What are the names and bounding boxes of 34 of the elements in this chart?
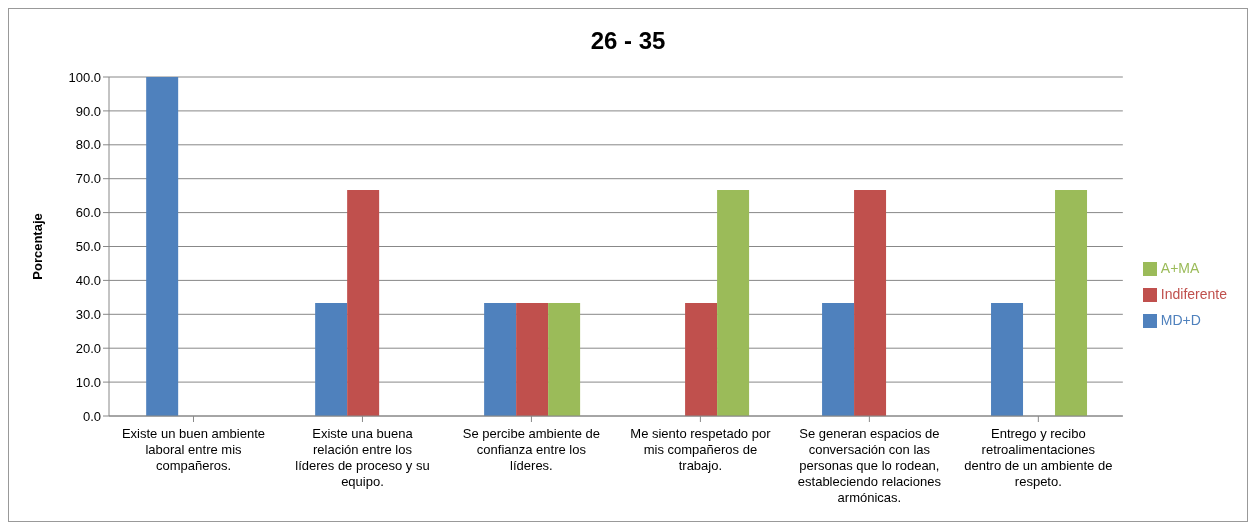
- bar: [347, 189, 380, 416]
- legend-label: Indiferente: [1160, 286, 1227, 302]
- chart-title: 26 - 35: [589, 26, 667, 56]
- y-tick-label: 100.0: [68, 69, 101, 85]
- y-tick-label: 0.0: [82, 408, 101, 424]
- y-tick-label: 90.0: [75, 103, 101, 119]
- bar: [822, 303, 855, 416]
- x-tick-label: Existe una buena relación entre los líderes de proceso y su equipo.: [295, 426, 430, 489]
- bar: [991, 303, 1024, 416]
- y-tick-label: 10.0: [75, 374, 101, 390]
- y-tick-label: 70.0: [75, 171, 101, 187]
- y-tick-label: 40.0: [75, 273, 101, 289]
- x-tick-label: Me siento respetado por mis compañeros de trabajo.: [630, 426, 772, 473]
- y-tick-label: 50.0: [75, 239, 101, 255]
- bar: [854, 189, 887, 416]
- x-tick-label: Se generan espacios de conversación con las personas que lo rodean, estableciendo relaciones armónicas.: [797, 426, 942, 505]
- bar: [315, 303, 348, 416]
- y-tick-label: 60.0: [75, 205, 101, 221]
- y-tick-label: 80.0: [75, 137, 101, 153]
- legend-label: MD+D: [1160, 312, 1201, 328]
- x-tick-label: Se percibe ambiente de confianza entre los líderes.: [462, 426, 601, 473]
- bar: [146, 77, 179, 416]
- x-tick-label: Entrego y recibo retroalimentaciones dentro de un ambiente de respeto.: [964, 426, 1113, 489]
- y-axis-title: Porcentaje: [29, 213, 45, 280]
- bar: [548, 303, 581, 416]
- bar: [484, 303, 517, 416]
- y-tick-label: 20.0: [75, 340, 101, 356]
- bar: [717, 189, 750, 416]
- bar: [685, 303, 718, 416]
- bar: [1055, 189, 1088, 416]
- y-tick-label: 30.0: [75, 306, 101, 322]
- legend-label: A+MA: [1160, 260, 1200, 276]
- x-tick-label: Existe un buen ambiente laboral entre mis compañeros.: [121, 426, 266, 473]
- bar: [516, 303, 549, 416]
